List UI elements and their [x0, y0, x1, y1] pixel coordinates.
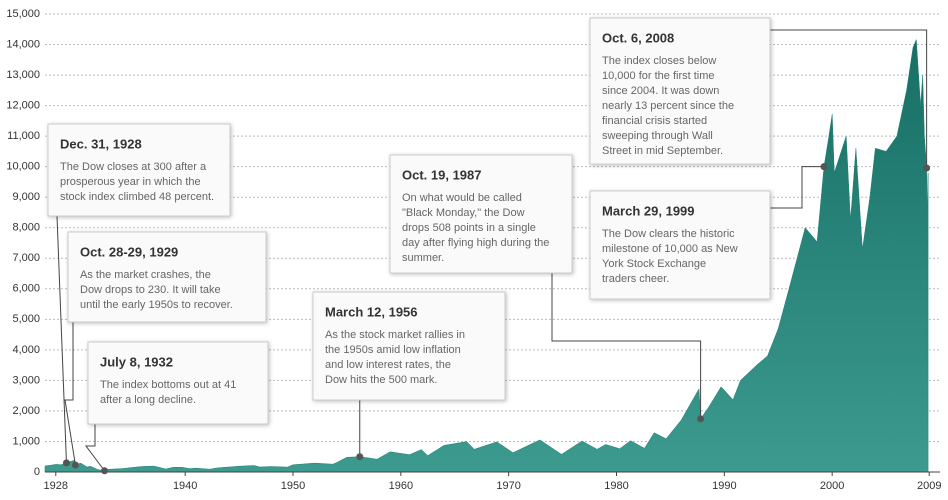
annotation-text: The index closes below	[602, 55, 716, 67]
annotation-text: On what would be called	[402, 192, 522, 204]
y-tick-label: 15,000	[6, 8, 40, 20]
annotation-dot	[923, 164, 931, 172]
annotation-dot	[101, 467, 109, 475]
y-tick-label: 2,000	[12, 405, 40, 417]
annotation-title: July 8, 1932	[100, 354, 173, 369]
annotation-text: prosperous year in which the	[60, 176, 201, 188]
x-tick-label: 1970	[496, 480, 520, 492]
connector	[770, 29, 928, 169]
y-tick-label: 12,000	[6, 100, 40, 112]
annotation-text: "Black Monday," the Dow	[402, 207, 525, 219]
annotations: Dec. 31, 1928 The Dow closes at 300 after…	[47, 17, 931, 475]
y-tick-label: 8,000	[12, 222, 40, 234]
annotation-text: The Dow closes at 300 after a	[60, 161, 207, 173]
x-tick-label: 1950	[281, 480, 305, 492]
annotation-dot	[356, 453, 364, 461]
annotation-text: Dow drops to 230. It will take	[80, 284, 221, 296]
y-tick-label: 14,000	[6, 38, 40, 50]
y-tick-label: 4,000	[12, 344, 40, 356]
annotation-dot	[71, 461, 79, 469]
plot	[44, 39, 940, 473]
y-tick-label: 11,000	[7, 130, 40, 142]
annotation-text: summer.	[402, 252, 444, 264]
annotation-text: The index bottoms out at 41	[100, 379, 236, 391]
annotation-dot	[697, 415, 705, 423]
y-tick-label: 5,000	[12, 313, 40, 325]
y-tick-label: 7,000	[12, 252, 40, 264]
x-tick-label: 1928	[44, 480, 68, 492]
annotation-dot	[62, 459, 70, 467]
annotation-title: Dec. 31, 1928	[60, 136, 142, 151]
annotation-title: Oct. 28-29, 1929	[80, 244, 178, 259]
area	[44, 39, 929, 473]
x-tick-label: 2000	[820, 480, 844, 492]
annotation-text: and low interest rates, the	[325, 359, 451, 371]
annotation-text: As the stock market rallies in	[325, 329, 465, 341]
annotation-text: sweeping through Wall	[602, 130, 713, 142]
y-tick-label: 9,000	[12, 191, 40, 203]
annotation-title: March 29, 1999	[602, 203, 695, 218]
connector	[551, 273, 702, 419]
y-tick-label: 1,000	[12, 435, 40, 447]
y-tick-label: 0	[34, 466, 40, 478]
annotation-text: until the early 1950s to recover.	[80, 299, 233, 311]
annotation-text: Street in mid September.	[602, 145, 723, 157]
annotation-text: As the market crashes, the	[80, 269, 211, 281]
annotation-title: Oct. 6, 2008	[602, 30, 674, 45]
annotation-box	[589, 190, 771, 300]
annotation-box	[67, 231, 267, 323]
y-tick-label: 3,000	[12, 374, 40, 386]
annotation-text: stock index climbed 48 percent.	[60, 191, 214, 203]
x-tick-label: 1980	[604, 480, 628, 492]
annotation-text: milestone of 10,000 as New	[602, 243, 738, 255]
annotation-text: the 1950s amid low inflation	[325, 344, 461, 356]
y-tick-label: 13,000	[6, 69, 40, 81]
connector	[770, 166, 824, 209]
annotation-box	[47, 123, 231, 217]
x-tick-label: 1960	[389, 480, 413, 492]
x-tick-label: 1990	[712, 480, 736, 492]
annotation-dot	[820, 163, 828, 171]
annotation-text: drops 508 points in a single	[402, 222, 536, 234]
annotation-text: since 2004. It was down	[602, 85, 719, 97]
annotation-text: nearly 13 percent since the	[602, 100, 734, 112]
annotation-box	[87, 341, 269, 425]
annotation-title: March 12, 1956	[325, 304, 418, 319]
annotation-box	[589, 17, 771, 165]
y-tick-label: 6,000	[12, 283, 40, 295]
connector	[56, 215, 67, 463]
annotation-text: York Stock Exchange	[602, 258, 706, 270]
x-tick-label: 2009	[917, 480, 941, 492]
annotation-text: 10,000 for the first time	[602, 70, 715, 82]
annotation-text: traders cheer.	[602, 273, 669, 285]
connector	[85, 424, 105, 472]
annotation-box	[389, 154, 573, 274]
annotation-text: Dow hits the 500 mark.	[325, 374, 438, 386]
y-tick-label: 10,000	[6, 161, 40, 173]
annotation-text: after a long decline.	[100, 394, 196, 406]
connector	[64, 322, 76, 466]
annotation-text: day after flying high during the	[402, 237, 549, 249]
annotation-text: The Dow clears the historic	[602, 228, 735, 240]
x-tick-label: 1940	[173, 480, 197, 492]
annotation-title: Oct. 19, 1987	[402, 167, 482, 182]
annotation-text: financial crisis started	[602, 115, 707, 127]
annotation-box	[312, 291, 506, 401]
